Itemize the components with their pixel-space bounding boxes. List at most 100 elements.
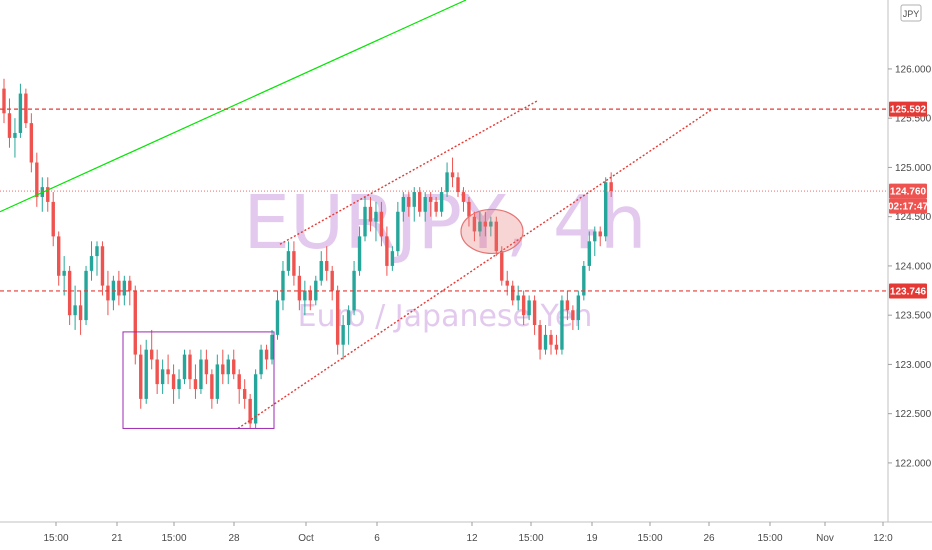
candle-body	[133, 290, 137, 355]
candle-body	[128, 280, 132, 291]
candle-body	[149, 349, 154, 360]
candle-body	[62, 270, 66, 276]
candle-body	[122, 280, 127, 296]
candle-body	[576, 295, 581, 321]
candle-body	[270, 334, 274, 360]
candle-body	[565, 300, 570, 311]
level-tag-bg	[889, 101, 927, 117]
candle-body	[379, 211, 384, 237]
y-tick-label: 122.500	[895, 409, 932, 420]
candle-body	[374, 211, 378, 222]
candle-body	[73, 305, 77, 316]
price-axis[interactable]: 126.000 125.500 125.000 124.500 124.000 123.5…	[888, 64, 932, 469]
time-axis[interactable]: 15:00 21 15:00 28 Oct 6 12 15:00 19 15:00 26 15:00 N…	[43, 522, 893, 544]
candle-body	[335, 290, 340, 345]
candle-body	[538, 325, 542, 350]
candle-body	[439, 192, 444, 212]
x-tick-label: 6	[374, 533, 380, 544]
x-tick-label: Oct	[298, 533, 314, 544]
countdown-tag-text: 02:17:47	[888, 202, 928, 213]
candle-body	[57, 236, 61, 276]
candle-body	[160, 369, 165, 385]
candle-body	[521, 295, 526, 316]
candle-body	[242, 389, 247, 399]
candle-body	[500, 251, 504, 281]
candle-body	[35, 162, 39, 197]
candle-body	[527, 300, 531, 316]
candle-body	[319, 261, 323, 281]
y-tick-label: 123.500	[895, 311, 932, 322]
candle-body	[89, 256, 94, 271]
candle-body	[100, 246, 105, 286]
candle-body	[166, 369, 170, 375]
candle-body	[396, 211, 400, 252]
candle-body	[303, 290, 307, 301]
candle-body	[2, 88, 6, 114]
candle-body	[609, 182, 613, 192]
candle-body	[368, 206, 373, 222]
candle-body	[237, 374, 241, 390]
candle-body	[292, 251, 296, 276]
candle-body	[363, 206, 367, 237]
candle-body	[494, 221, 498, 252]
y-tick-label: 124.500	[895, 212, 932, 223]
level-tag-text: 125.592	[890, 105, 927, 116]
currency-badge[interactable]: JPY	[900, 4, 922, 22]
candle-body	[434, 201, 438, 212]
candle-body	[346, 310, 351, 326]
candle-body	[390, 251, 395, 266]
candle-body	[516, 295, 520, 301]
candle-body	[210, 374, 214, 399]
candle-body	[423, 196, 427, 212]
candle-body	[182, 354, 187, 380]
x-tick-label: 12:0	[873, 533, 893, 544]
x-tick-label: 15:00	[757, 533, 782, 544]
x-tick-label: 15:00	[161, 533, 186, 544]
candle-body	[560, 300, 564, 350]
candle-body	[78, 305, 83, 321]
candle-body	[412, 192, 416, 207]
watermark-symbol: EURJPY, 4h	[243, 180, 646, 266]
candle-body	[18, 93, 23, 133]
candle-body	[139, 354, 143, 399]
candle-body	[543, 334, 548, 350]
y-tick-label: 122.000	[895, 458, 932, 469]
candle-body	[456, 177, 460, 193]
candle-body	[46, 187, 50, 202]
drawings-layer	[0, 0, 888, 430]
candle-body	[461, 192, 466, 202]
candle-body	[478, 221, 482, 232]
candle-body	[505, 280, 509, 286]
channel-upper-line	[279, 99, 539, 245]
candle-body	[51, 201, 55, 237]
candle-body	[385, 236, 389, 266]
candle-body	[598, 231, 602, 237]
x-tick-label: 15:00	[43, 533, 68, 544]
watermark-description: Euro / Japanese Yen	[298, 299, 593, 334]
level-tag-text: 123.746	[890, 286, 927, 297]
countdown-tag-bg	[889, 198, 927, 214]
candle-body	[275, 300, 280, 335]
candle-body	[13, 132, 17, 138]
candle-body	[472, 216, 477, 232]
candle-body	[428, 196, 433, 202]
candle-body	[171, 374, 176, 390]
candle-body	[467, 201, 471, 217]
candle-body	[593, 231, 597, 242]
candle-body	[29, 123, 34, 163]
x-tick-label: 15:00	[518, 533, 543, 544]
candle-body	[248, 398, 252, 424]
candle-body	[253, 374, 258, 424]
candle-body	[259, 349, 263, 375]
candle-body	[352, 270, 356, 311]
candle-body	[67, 270, 72, 316]
candle-body	[204, 359, 209, 375]
candle-body	[511, 285, 515, 301]
candle-body	[407, 196, 411, 207]
candle-body	[582, 265, 586, 296]
candle-body	[532, 300, 537, 326]
candle-body	[450, 172, 455, 178]
y-tick-label: 125.000	[895, 163, 932, 174]
